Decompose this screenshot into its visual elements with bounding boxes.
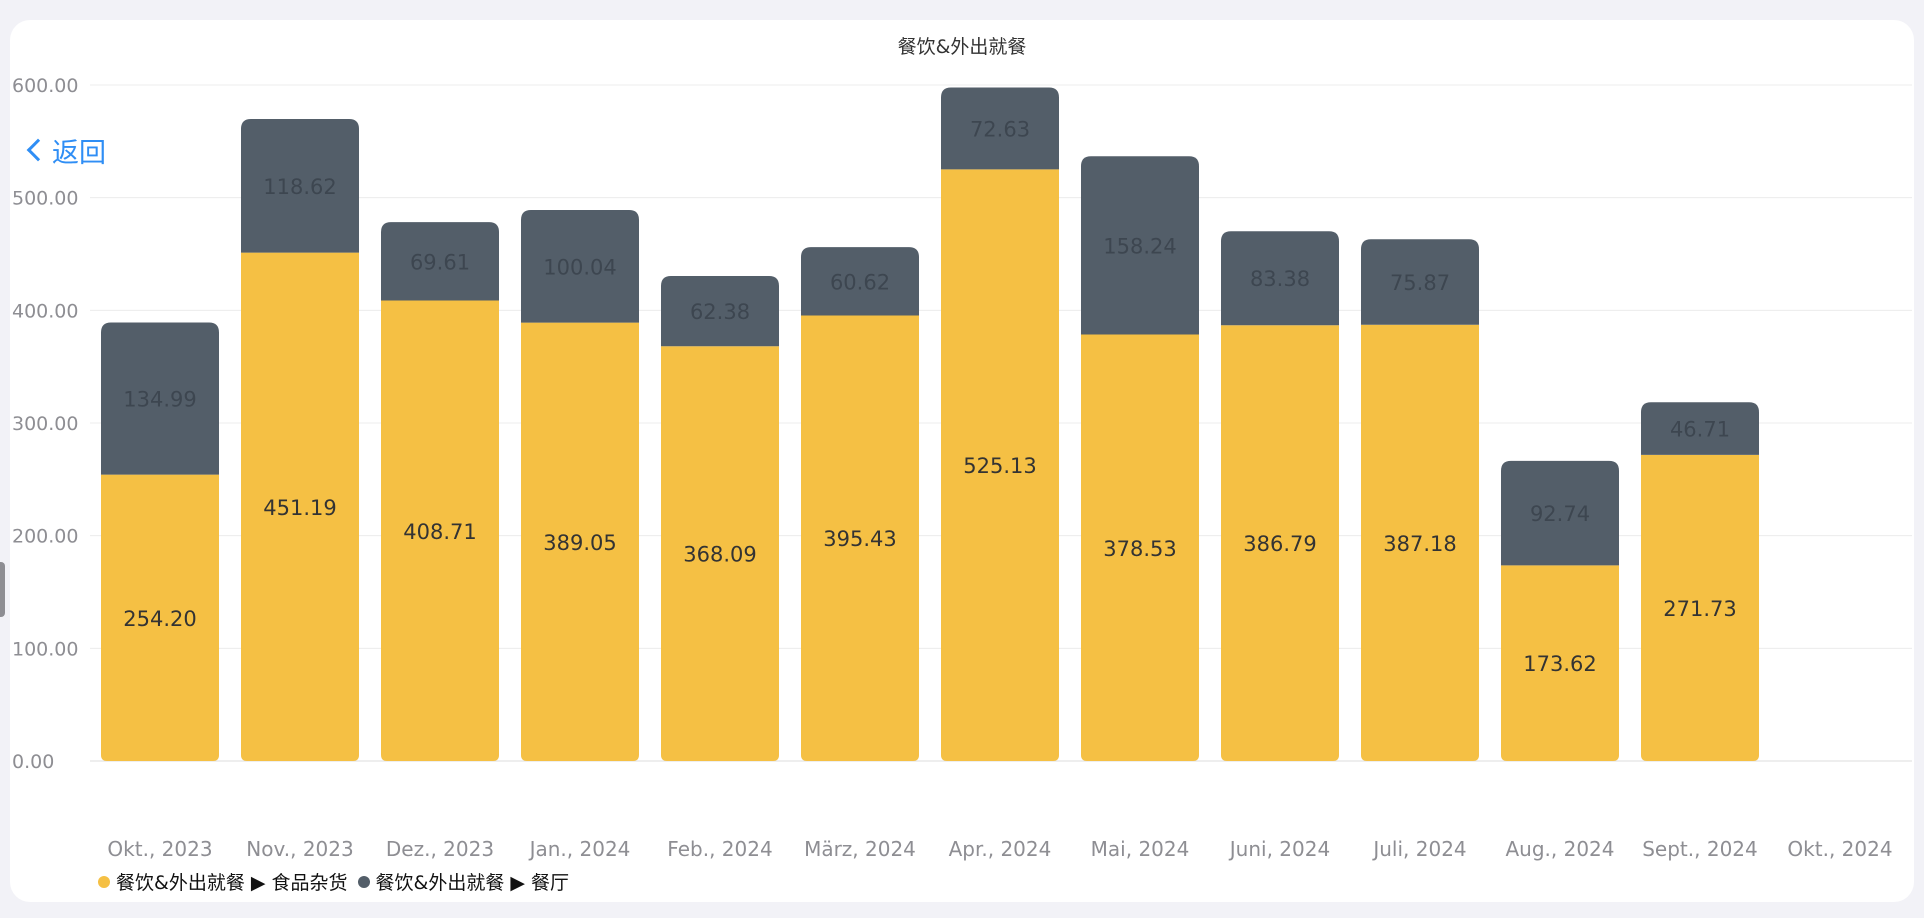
value-label-groceries: 254.20 — [123, 607, 196, 631]
bar-segment-restaurants[interactable] — [521, 209, 639, 323]
bar-segment-groceries[interactable] — [381, 300, 499, 761]
value-label-restaurants: 118.62 — [263, 175, 336, 199]
bar-segment-groceries[interactable] — [1081, 334, 1199, 761]
value-label-restaurants: 75.87 — [1390, 271, 1450, 295]
side-drag-handle[interactable] — [0, 562, 5, 617]
bar-segment-restaurants[interactable] — [1361, 239, 1479, 325]
value-label-restaurants: 158.24 — [1103, 234, 1176, 258]
bar-segment-groceries[interactable] — [1221, 325, 1339, 761]
y-tick-label: 600.00 — [12, 75, 78, 97]
chevron-left-icon — [26, 138, 50, 162]
value-label-groceries: 368.09 — [683, 543, 756, 567]
legend-item-groceries[interactable]: 餐饮&外出就餐 ▶ 食品杂货 — [98, 868, 348, 895]
bars — [101, 87, 1759, 762]
bar-segment-groceries[interactable] — [1361, 324, 1479, 761]
legend-swatch-restaurants — [357, 875, 370, 888]
bar-segment-groceries[interactable] — [521, 322, 639, 761]
bar-segment-groceries[interactable] — [941, 169, 1059, 762]
value-label-groceries: 395.43 — [823, 527, 896, 551]
chart-title: 餐饮&外出就餐 — [897, 36, 1027, 58]
x-tick-label: Juni, 2024 — [1228, 837, 1330, 861]
bar-segment-restaurants[interactable] — [801, 247, 919, 316]
bar-segment-groceries[interactable] — [241, 252, 359, 761]
x-tick-label: Sept., 2024 — [1642, 837, 1758, 861]
legend-swatch-groceries — [98, 875, 110, 888]
x-tick-label: Nov., 2023 — [246, 837, 353, 861]
y-tick-label: 0.00 — [12, 751, 54, 773]
value-label-groceries: 408.71 — [403, 520, 476, 544]
legend-label-restaurants: 餐饮&外出就餐 ▶ 餐厅 — [375, 872, 570, 894]
value-label-restaurants: 60.62 — [830, 270, 890, 294]
value-label-restaurants: 62.38 — [690, 300, 750, 324]
y-tick-label: 300.00 — [12, 413, 78, 435]
value-label-groceries: 271.73 — [1663, 597, 1736, 621]
value-label-restaurants: 69.61 — [410, 250, 470, 274]
bar-segment-restaurants[interactable] — [1501, 460, 1619, 566]
x-tick-label: Mai, 2024 — [1091, 837, 1190, 861]
value-label-groceries: 173.62 — [1523, 652, 1596, 676]
x-tick-label: Dez., 2023 — [386, 837, 494, 861]
bar-segment-groceries[interactable] — [661, 346, 779, 761]
value-label-restaurants: 134.99 — [123, 388, 196, 412]
legend-label-groceries: 餐饮&外出就餐 ▶ 食品杂货 — [116, 872, 348, 894]
x-tick-label: Jan., 2024 — [528, 837, 631, 861]
value-label-restaurants: 100.04 — [543, 255, 616, 279]
y-tick-label: 400.00 — [12, 300, 78, 322]
legend-item-restaurants[interactable]: 餐饮&外出就餐 ▶ 餐厅 — [357, 868, 570, 895]
x-tick-label: Okt., 2024 — [1787, 837, 1892, 861]
back-button-label: 返回 — [52, 137, 106, 169]
bar-segment-restaurants[interactable] — [1081, 156, 1199, 335]
bar-segment-restaurants[interactable] — [381, 222, 499, 301]
y-axis-ticks: 600.00 500.00 400.00 300.00 200.00 100.00 0.00 — [12, 75, 78, 773]
y-tick-label: 200.00 — [12, 526, 78, 548]
value-label-groceries: 386.79 — [1243, 532, 1316, 556]
bar-segment-restaurants[interactable] — [101, 322, 219, 475]
bar-segment-groceries[interactable] — [1641, 454, 1759, 761]
x-tick-label: Feb., 2024 — [667, 837, 772, 861]
bar-segment-restaurants[interactable] — [1641, 402, 1759, 455]
x-tick-label: Juli, 2024 — [1371, 837, 1466, 861]
x-tick-label: März, 2024 — [804, 837, 916, 861]
value-label-restaurants: 46.71 — [1670, 418, 1730, 442]
bar-segment-restaurants[interactable] — [241, 119, 359, 253]
value-label-restaurants: 92.74 — [1530, 502, 1590, 526]
back-button[interactable]: 返回 — [24, 132, 106, 169]
x-tick-label: Okt., 2023 — [107, 837, 212, 861]
value-label-groceries: 525.13 — [963, 454, 1036, 478]
value-label-restaurants: 72.63 — [970, 117, 1030, 141]
bar-segment-restaurants[interactable] — [941, 87, 1059, 170]
bar-segment-groceries[interactable] — [101, 474, 219, 761]
value-labels: 134.99 254.20 118.62 451.19 69.61 408.71 100.0… — [123, 117, 1736, 676]
x-axis-labels: Okt., 2023 Nov., 2023 Dez., 2023 Jan., 2024… — [107, 837, 1892, 861]
value-label-groceries: 387.18 — [1383, 532, 1456, 556]
x-tick-label: Aug., 2024 — [1505, 837, 1614, 861]
value-label-restaurants: 83.38 — [1250, 267, 1310, 291]
legend: 餐饮&外出就餐 ▶ 食品杂货 餐饮&外出就餐 ▶ 餐厅 — [98, 868, 579, 895]
bar-segment-groceries[interactable] — [1501, 565, 1619, 761]
value-label-groceries: 451.19 — [263, 496, 336, 520]
x-tick-label: Apr., 2024 — [949, 837, 1052, 861]
y-tick-label: 500.00 — [12, 188, 78, 210]
bar-segment-restaurants[interactable] — [1221, 231, 1339, 326]
y-tick-label: 100.00 — [12, 638, 78, 660]
value-label-groceries: 378.53 — [1103, 537, 1176, 561]
bar-segment-restaurants[interactable] — [661, 276, 779, 347]
value-label-groceries: 389.05 — [543, 531, 616, 555]
bar-segment-groceries[interactable] — [801, 315, 919, 761]
